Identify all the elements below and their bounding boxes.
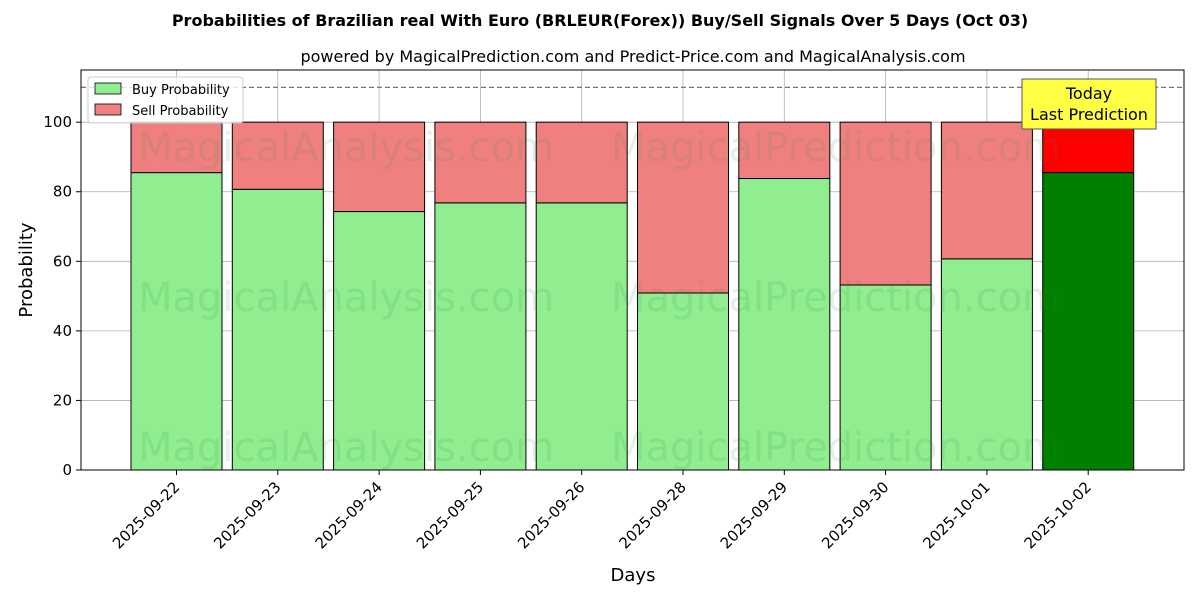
bar-sell bbox=[940, 121, 1033, 260]
bar-sell bbox=[130, 121, 223, 174]
annotation-box bbox=[1021, 78, 1157, 130]
bar-buy bbox=[738, 178, 831, 471]
bar-buy bbox=[940, 258, 1033, 471]
x-tick-label: 2025-09-26 bbox=[514, 478, 588, 552]
bar-sell bbox=[839, 121, 932, 286]
bar-sell bbox=[637, 121, 729, 294]
annotation-line1: Today bbox=[1065, 84, 1112, 103]
bar-buy bbox=[333, 211, 426, 471]
y-tick-label: 100 bbox=[43, 113, 72, 131]
bar-buy bbox=[839, 284, 932, 471]
legend-buy-label: Buy Probability bbox=[132, 83, 230, 98]
x-axis: 2025-09-22 2025-09-23 2025-09-24 2025-09-25… bbox=[109, 470, 1095, 552]
legend-sell-label: Sell Probability bbox=[132, 104, 229, 119]
chart-title: Probabilities of Brazilian real With Eur… bbox=[172, 11, 1028, 30]
watermarks: MagicalAnalysis.com MagicalPrediction.com… bbox=[138, 125, 1061, 471]
bar-sell bbox=[1042, 121, 1135, 174]
legend-box bbox=[87, 76, 244, 124]
y-tick-label: 0 bbox=[62, 461, 72, 479]
y-axis-label: Probability bbox=[16, 222, 37, 317]
today-annotation: Today Last Prediction bbox=[1021, 78, 1157, 130]
y-tick-label: 20 bbox=[53, 391, 72, 409]
x-tick-label: 2025-10-02 bbox=[1021, 478, 1095, 552]
bar-sell bbox=[434, 121, 527, 204]
bar-buy bbox=[535, 202, 628, 471]
annotation-line2: Last Prediction bbox=[1030, 105, 1148, 124]
watermark-text: MagicalPrediction.com bbox=[611, 425, 1061, 471]
x-tick-label: 2025-09-22 bbox=[109, 478, 183, 552]
x-tick-label: 2025-09-24 bbox=[312, 478, 386, 552]
bar-buy bbox=[434, 202, 527, 471]
watermark-text: MagicalAnalysis.com bbox=[138, 425, 554, 471]
legend-buy-swatch bbox=[94, 82, 122, 95]
x-tick-label: 2025-09-23 bbox=[210, 478, 284, 552]
bar-buy bbox=[1042, 172, 1135, 471]
watermark-text: MagicalPrediction.com bbox=[611, 275, 1061, 321]
plot-frame bbox=[80, 69, 1185, 471]
bar-sell bbox=[738, 121, 831, 180]
x-tick-label: 2025-09-29 bbox=[717, 478, 791, 552]
bar-sell bbox=[231, 121, 324, 190]
bar-buy bbox=[637, 292, 729, 471]
x-axis-label: Days bbox=[611, 565, 656, 586]
x-tick-label: 2025-09-30 bbox=[818, 478, 892, 552]
chart-subtitle: powered by MagicalPrediction.com and Pre… bbox=[300, 47, 965, 66]
x-tick-label: 2025-09-25 bbox=[413, 478, 487, 552]
x-tick-label: 2025-10-01 bbox=[919, 478, 993, 552]
legend: Buy Probability Sell Probability bbox=[87, 76, 244, 124]
bar-sell bbox=[333, 121, 426, 213]
x-tick-label: 2025-09-28 bbox=[615, 478, 689, 552]
y-tick-label: 60 bbox=[53, 252, 72, 270]
bars bbox=[130, 121, 1135, 471]
legend-sell-swatch bbox=[94, 103, 122, 116]
watermark-text: MagicalAnalysis.com bbox=[138, 275, 554, 321]
bar-sell bbox=[535, 121, 628, 204]
bar-buy bbox=[130, 172, 223, 471]
y-tick-label: 40 bbox=[53, 322, 72, 340]
y-tick-label: 80 bbox=[53, 183, 72, 201]
y-axis: 0 20 40 60 80 100 bbox=[43, 113, 81, 479]
watermark-text: MagicalAnalysis.com bbox=[138, 125, 554, 171]
watermark-text: MagicalPrediction.com bbox=[611, 125, 1061, 171]
